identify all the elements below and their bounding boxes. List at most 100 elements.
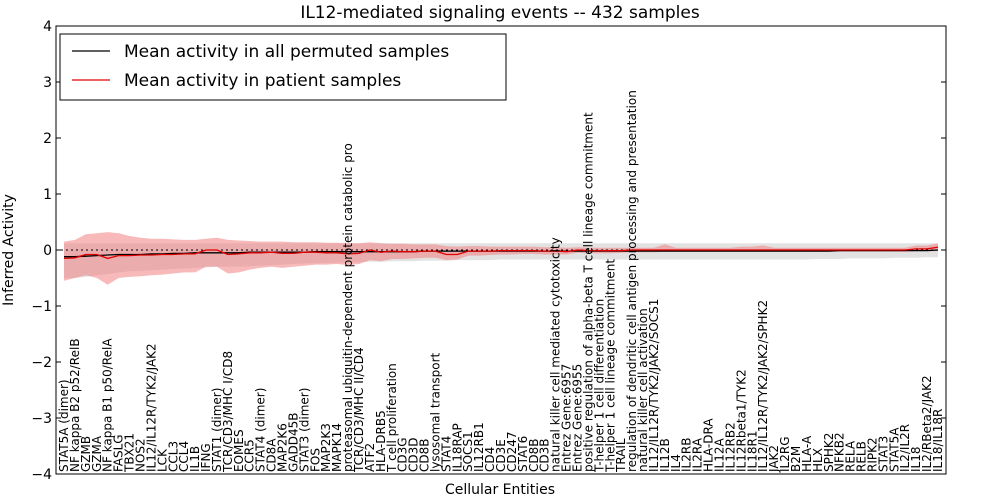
x-tick-label: IL12A <box>713 438 727 472</box>
x-tick-label: STAT4 (dimer) <box>254 388 268 472</box>
x-tick-label: TCR/CD3/MHC I/CD8 <box>221 351 235 473</box>
x-tick-labels: STAT5A (dimer)NF kappa B2 p52/RelBGZMBGZ… <box>57 90 945 473</box>
x-tick-label: CCL3 <box>166 441 180 472</box>
x-tick-label: TBX21 <box>123 433 137 473</box>
x-tick-label: NF kappa B1 p50/RelA <box>101 338 115 472</box>
y-tick-label: 1 <box>43 187 52 203</box>
y-axis-label: Inferred Activity <box>1 194 17 306</box>
x-tick-label: RIPK2 <box>866 437 880 472</box>
x-tick-label: ATF2 <box>363 443 377 472</box>
x-tick-label: CD3G <box>396 437 410 472</box>
x-tick-label: natural killer cell mediated cytotoxicit… <box>549 237 563 472</box>
x-tick-label: FASLG <box>112 434 126 472</box>
x-tick-label: STAT4 <box>439 436 453 472</box>
legend: Mean activity in all permuted samples Me… <box>59 33 507 101</box>
x-tick-label: proteasomal ubiquitin-dependent protein … <box>341 143 355 472</box>
x-tick-label: CD8A <box>265 438 279 472</box>
x-tick-label: Entrez Gene:6955 <box>571 364 585 472</box>
legend-label-permuted: Mean activity in all permuted samples <box>124 42 449 62</box>
x-tick-label: STAT5A <box>887 427 901 472</box>
x-tick-label: CD4 <box>483 447 497 472</box>
x-tick-label: IL2RB <box>680 438 694 472</box>
x-tick-label: CD8B <box>527 439 541 473</box>
y-axis-ticks: −4 −3 −2 −1 0 1 2 3 4 <box>31 19 946 483</box>
x-tick-label: IL18R1 <box>745 431 759 472</box>
x-tick-label: CD247 <box>505 431 519 472</box>
x-tick-label: RELB <box>855 441 869 472</box>
x-tick-label: IL2/RBeta2/JAK2 <box>920 375 934 472</box>
x-tick-label: CD3B <box>538 439 552 473</box>
x-tick-label: LCK <box>155 448 169 472</box>
x-tick-label: IL12/IL12R/TYK2/JAK2 <box>144 343 158 472</box>
x-tick-label: T cell proliferation <box>385 363 399 473</box>
y-tick-label: −3 <box>31 411 52 427</box>
x-tick-label: SPHK2 <box>822 433 836 472</box>
x-tick-label: STAT6 <box>516 436 530 472</box>
x-tick-label: IL12RB1 <box>472 422 486 472</box>
x-tick-label: positive regulation of alpha-beta T cell… <box>581 112 595 472</box>
x-tick-label: CD3D <box>407 438 421 473</box>
legend-label-patient: Mean activity in patient samples <box>124 71 401 91</box>
x-tick-label: NOS2 <box>134 438 148 472</box>
x-tick-label: NFKB2 <box>833 432 847 472</box>
x-tick-label: HLA-DRA <box>702 418 716 472</box>
x-tick-label: STAT3 <box>876 436 890 472</box>
x-tick-label: IL12RB2 <box>723 422 737 472</box>
x-tick-label: IL1B <box>188 446 202 472</box>
x-tick-label: SOCS1 <box>461 431 475 472</box>
x-tick-label: B2M <box>789 446 803 472</box>
x-tick-label: IL12/IL12R/TYK2/JAK2/SPHK2 <box>756 300 770 472</box>
x-tick-label: STAT1 (dimer) <box>210 388 224 472</box>
x-tick-label: CD8B <box>418 439 432 473</box>
x-tick-label: IL4 <box>669 454 683 472</box>
x-tick-label: HLA-DRB5 <box>374 410 388 472</box>
chart-title: IL12-mediated signaling events -- 432 sa… <box>300 3 700 23</box>
x-tick-label: HLX <box>811 448 825 472</box>
y-tick-label: 3 <box>43 75 52 91</box>
y-tick-label: 4 <box>43 19 52 35</box>
x-tick-label: MAP2K3 <box>319 423 333 472</box>
series-lines <box>63 246 939 260</box>
x-tick-label: MAPK14 <box>330 423 344 472</box>
x-tick-label: IL12Rbeta1/TYK2 <box>734 369 748 472</box>
x-tick-label: JAK2 <box>767 445 781 473</box>
x-tick-label: IL18RAP <box>450 423 464 472</box>
x-tick-label: CD3E <box>494 439 508 472</box>
x-tick-label: IL2RG <box>778 437 792 473</box>
x-tick-label: IL18 <box>909 447 923 473</box>
confidence-bands <box>64 232 938 285</box>
x-tick-label: regulation of dendritic cell antigen pro… <box>625 90 639 472</box>
y-tick-label: −4 <box>31 467 52 483</box>
x-tick-label: EOMES <box>232 429 246 472</box>
x-tick-label: TCR/CD3/MHC II/CD4 <box>352 347 366 473</box>
y-tick-label: 2 <box>43 131 52 147</box>
x-tick-label: TRAIL <box>614 438 628 473</box>
x-tick-label: CCL4 <box>177 441 191 472</box>
x-tick-label: GZMA <box>90 435 104 472</box>
y-tick-label: 0 <box>43 243 52 259</box>
x-tick-label: STAT5A (dimer) <box>57 379 71 472</box>
x-tick-label: Entrez Gene:6957 <box>560 364 574 472</box>
x-tick-label: T-helper 1 cell differentiation <box>592 299 606 473</box>
x-tick-label: RELA <box>844 440 858 472</box>
x-tick-label: FOS <box>308 448 322 472</box>
x-tick-label: STAT3 (dimer) <box>297 388 311 472</box>
x-tick-label: IFNG <box>199 443 213 472</box>
x-tick-label: natural killer cell activation <box>636 308 650 472</box>
x-tick-label: GZMB <box>79 436 93 472</box>
y-tick-label: −2 <box>31 355 52 371</box>
x-tick-label: NF kappa B2 p52/RelB <box>68 338 82 472</box>
x-tick-label: CCR5 <box>243 439 257 472</box>
x-tick-label: lysosomal transport <box>429 352 443 472</box>
legend-box <box>59 33 507 101</box>
band-patient <box>64 232 938 285</box>
x-tick-label: IL12/IL12R/TYK2/JAK2/SOCS1 <box>647 299 661 472</box>
x-tick-label: IL12B <box>658 438 672 472</box>
line-patient <box>63 246 939 260</box>
x-axis-label: Cellular Entities <box>445 482 555 498</box>
x-tick-label: T-helper 1 cell lineage commitment <box>603 259 617 473</box>
x-tick-label: IL2RA <box>691 437 705 472</box>
y-tick-label: −1 <box>31 299 52 315</box>
x-tick-label: IL18/IL18R <box>931 409 945 472</box>
